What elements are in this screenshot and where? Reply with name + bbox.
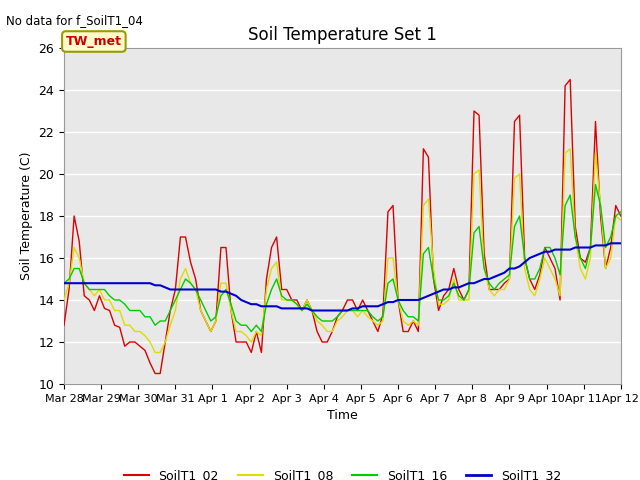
Title: Soil Temperature Set 1: Soil Temperature Set 1 xyxy=(248,25,437,44)
X-axis label: Time: Time xyxy=(327,409,358,422)
Legend: SoilT1_02, SoilT1_08, SoilT1_16, SoilT1_32: SoilT1_02, SoilT1_08, SoilT1_16, SoilT1_… xyxy=(118,464,566,480)
Y-axis label: Soil Temperature (C): Soil Temperature (C) xyxy=(20,152,33,280)
Text: No data for f_SoilT1_04: No data for f_SoilT1_04 xyxy=(6,14,143,27)
Text: TW_met: TW_met xyxy=(66,35,122,48)
